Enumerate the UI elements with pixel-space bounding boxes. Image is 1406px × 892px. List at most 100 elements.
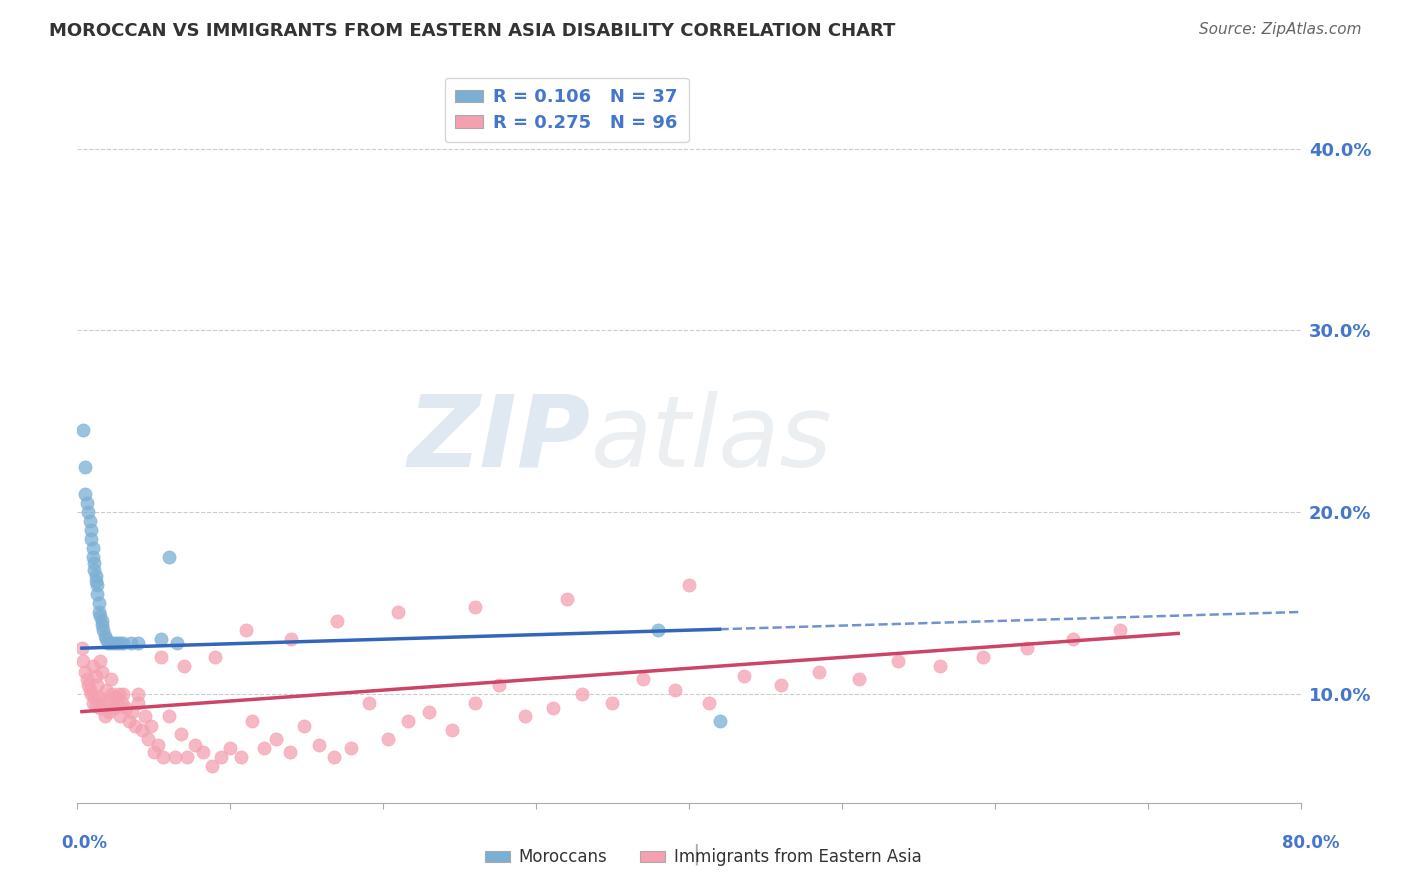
Point [90,665,112,679]
Point [278,745,301,759]
Point [83,556,105,570]
Point [150,632,173,647]
Point [77,505,100,519]
Point [86,678,108,692]
Point [103,636,125,650]
Point [100,636,122,650]
Point [77,678,100,692]
Point [541,701,564,715]
Point [928,659,950,673]
Point [84,699,107,714]
Point [89,654,111,668]
Text: MOROCCAN VS IMMIGRANTS FROM EASTERN ASIA DISABILITY CORRELATION CHART: MOROCCAN VS IMMIGRANTS FROM EASTERN ASIA… [49,22,896,40]
Point [418,705,440,719]
Point [464,599,486,614]
Point [96,683,118,698]
Point [678,578,700,592]
Point [72,423,94,437]
Point [100,672,122,686]
Point [70,641,93,656]
Point [121,705,143,719]
Point [152,750,174,764]
Point [84,574,107,588]
Point [264,732,287,747]
Point [105,636,128,650]
Point [87,690,110,705]
Point [127,636,149,650]
Point [377,732,399,747]
Text: ZIP: ZIP [408,391,591,488]
Point [887,654,910,668]
Point [240,714,263,728]
Point [87,605,110,619]
Point [73,459,96,474]
Point [76,672,98,686]
Point [80,523,103,537]
Text: 80.0%: 80.0% [1282,834,1339,852]
Point [229,750,252,764]
Text: atlas: atlas [591,391,832,488]
Point [112,687,135,701]
Point [79,514,101,528]
Text: Source: ZipAtlas.com: Source: ZipAtlas.com [1198,22,1361,37]
Point [87,596,110,610]
Point [91,696,114,710]
Point [101,687,124,701]
Point [323,750,346,764]
Point [440,723,463,737]
Point [235,623,257,637]
Point [127,687,149,701]
Point [848,672,870,686]
Point [709,714,731,728]
Point [83,690,105,705]
Point [76,496,98,510]
Point [73,665,96,679]
Point [82,696,104,710]
Point [80,533,103,547]
Point [157,708,180,723]
Point [91,623,114,637]
Point [170,727,193,741]
Point [515,708,537,723]
Point [79,683,101,698]
Point [82,550,104,565]
Point [136,732,159,747]
Point [204,650,226,665]
Text: 0.0%: 0.0% [62,834,107,852]
Point [326,614,349,628]
Point [115,701,138,715]
Point [209,750,232,764]
Point [84,568,107,582]
Point [733,668,755,682]
Legend: R = 0.106   N = 37, R = 0.275   N = 96: R = 0.106 N = 37, R = 0.275 N = 96 [444,78,689,143]
Point [142,745,165,759]
Point [86,578,108,592]
Point [86,587,108,601]
Point [82,541,104,556]
Point [201,759,224,773]
Point [111,696,134,710]
Point [1109,623,1132,637]
Point [97,694,120,708]
Point [807,665,830,679]
Point [105,698,128,712]
Point [134,708,156,723]
Point [107,687,129,701]
Text: |: | [692,844,700,865]
Point [103,701,125,715]
Point [73,487,96,501]
Point [602,696,624,710]
Point [972,650,994,665]
Point [219,741,242,756]
Point [150,650,173,665]
Point [308,738,330,752]
Point [176,750,198,764]
Point [488,678,510,692]
Point [98,705,121,719]
Point [647,623,669,637]
Point [89,701,111,715]
Point [166,636,188,650]
Point [124,719,146,733]
Point [555,592,578,607]
Point [340,741,363,756]
